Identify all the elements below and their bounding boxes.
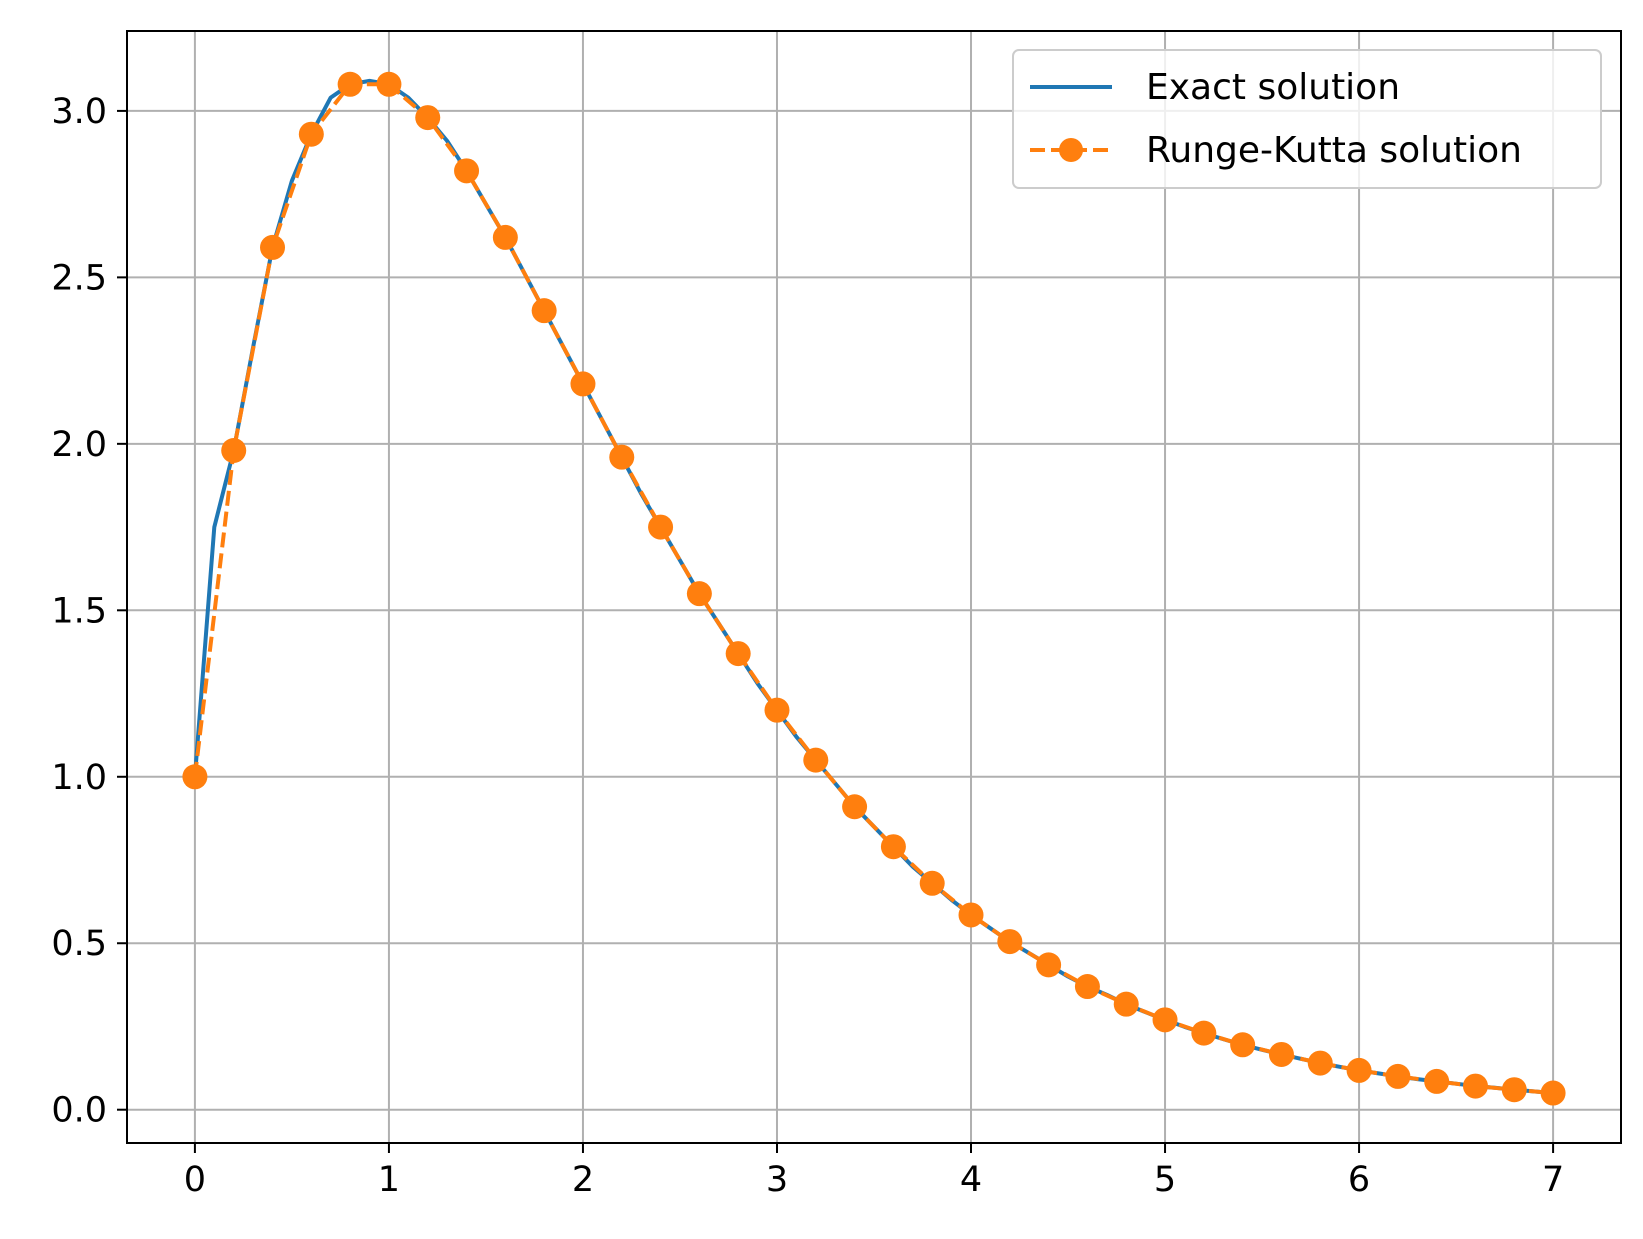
- x-tick-label: 4: [960, 1160, 982, 1200]
- runge-kutta-point: [880, 834, 906, 860]
- runge-kutta-point: [764, 697, 790, 723]
- runge-kutta-point: [570, 371, 596, 397]
- series-layer: [182, 71, 1566, 1106]
- runge-kutta-point: [997, 929, 1023, 955]
- runge-kutta-point: [1462, 1073, 1488, 1099]
- runge-kutta-point: [919, 870, 945, 896]
- runge-kutta-point: [337, 71, 363, 97]
- y-tick-label: 1.0: [51, 758, 107, 798]
- x-tick-label: 3: [766, 1160, 788, 1200]
- runge-kutta-point: [609, 444, 635, 470]
- runge-kutta-point: [1540, 1080, 1566, 1106]
- x-tick-label: 2: [572, 1160, 594, 1200]
- y-tick-label: 3.0: [51, 92, 107, 132]
- runge-kutta-point: [842, 794, 868, 820]
- runge-kutta-point: [1424, 1068, 1450, 1094]
- runge-kutta-point: [182, 764, 208, 790]
- runge-kutta-point: [958, 902, 984, 928]
- runge-kutta-point: [221, 437, 247, 463]
- grid: [127, 31, 1621, 1143]
- runge-kutta-point: [260, 234, 286, 260]
- x-tick-label: 7: [1542, 1160, 1564, 1200]
- x-tick-label: 1: [378, 1160, 400, 1200]
- legend-box: [1012, 49, 1602, 189]
- runge-kutta-point: [1307, 1050, 1333, 1076]
- y-tick-label: 2.5: [51, 258, 107, 298]
- runge-kutta-point: [1385, 1063, 1411, 1089]
- y-tick-label: 0.0: [51, 1091, 107, 1131]
- y-tick-label: 1.5: [51, 591, 107, 631]
- x-tick-label: 5: [1154, 1160, 1176, 1200]
- y-tick-label: 0.5: [51, 924, 107, 964]
- runge-kutta-point: [803, 747, 829, 773]
- runge-kutta-point: [1346, 1057, 1372, 1083]
- legend-label-rk: Runge-Kutta solution: [1146, 130, 1522, 171]
- runge-kutta-point: [376, 71, 402, 97]
- runge-kutta-point: [1268, 1041, 1294, 1067]
- runge-kutta-point: [454, 158, 480, 184]
- legend-marker-rk: [1059, 138, 1083, 162]
- runge-kutta-point: [725, 641, 751, 667]
- runge-kutta-point: [1230, 1032, 1256, 1058]
- plot-frame: [126, 30, 1622, 1144]
- x-axis: 0 1 2 3 4 5 6 7: [184, 1143, 1564, 1200]
- runge-kutta-point: [648, 514, 674, 540]
- runge-kutta-point: [1501, 1077, 1527, 1103]
- runge-kutta-point: [415, 105, 441, 131]
- y-tick-label: 2.0: [51, 425, 107, 465]
- legend-label-exact: Exact solution: [1146, 67, 1400, 108]
- x-tick-label: 0: [184, 1160, 206, 1200]
- runge-kutta-point: [1152, 1007, 1178, 1033]
- y-axis: 0.0 0.5 1.0 1.5 2.0 2.5 3.0: [51, 92, 127, 1131]
- runge-kutta-point: [686, 581, 712, 607]
- runge-kutta-point: [1036, 952, 1062, 978]
- runge-kutta-point: [1191, 1020, 1217, 1046]
- runge-kutta-point: [1113, 991, 1139, 1017]
- runge-kutta-point: [492, 224, 518, 250]
- runge-kutta-point: [1074, 974, 1100, 1000]
- runge-kutta-point: [298, 121, 324, 147]
- runge-kutta-point: [531, 298, 557, 324]
- legend: Exact solution Runge-Kutta solution: [1012, 49, 1602, 189]
- x-tick-label: 6: [1348, 1160, 1370, 1200]
